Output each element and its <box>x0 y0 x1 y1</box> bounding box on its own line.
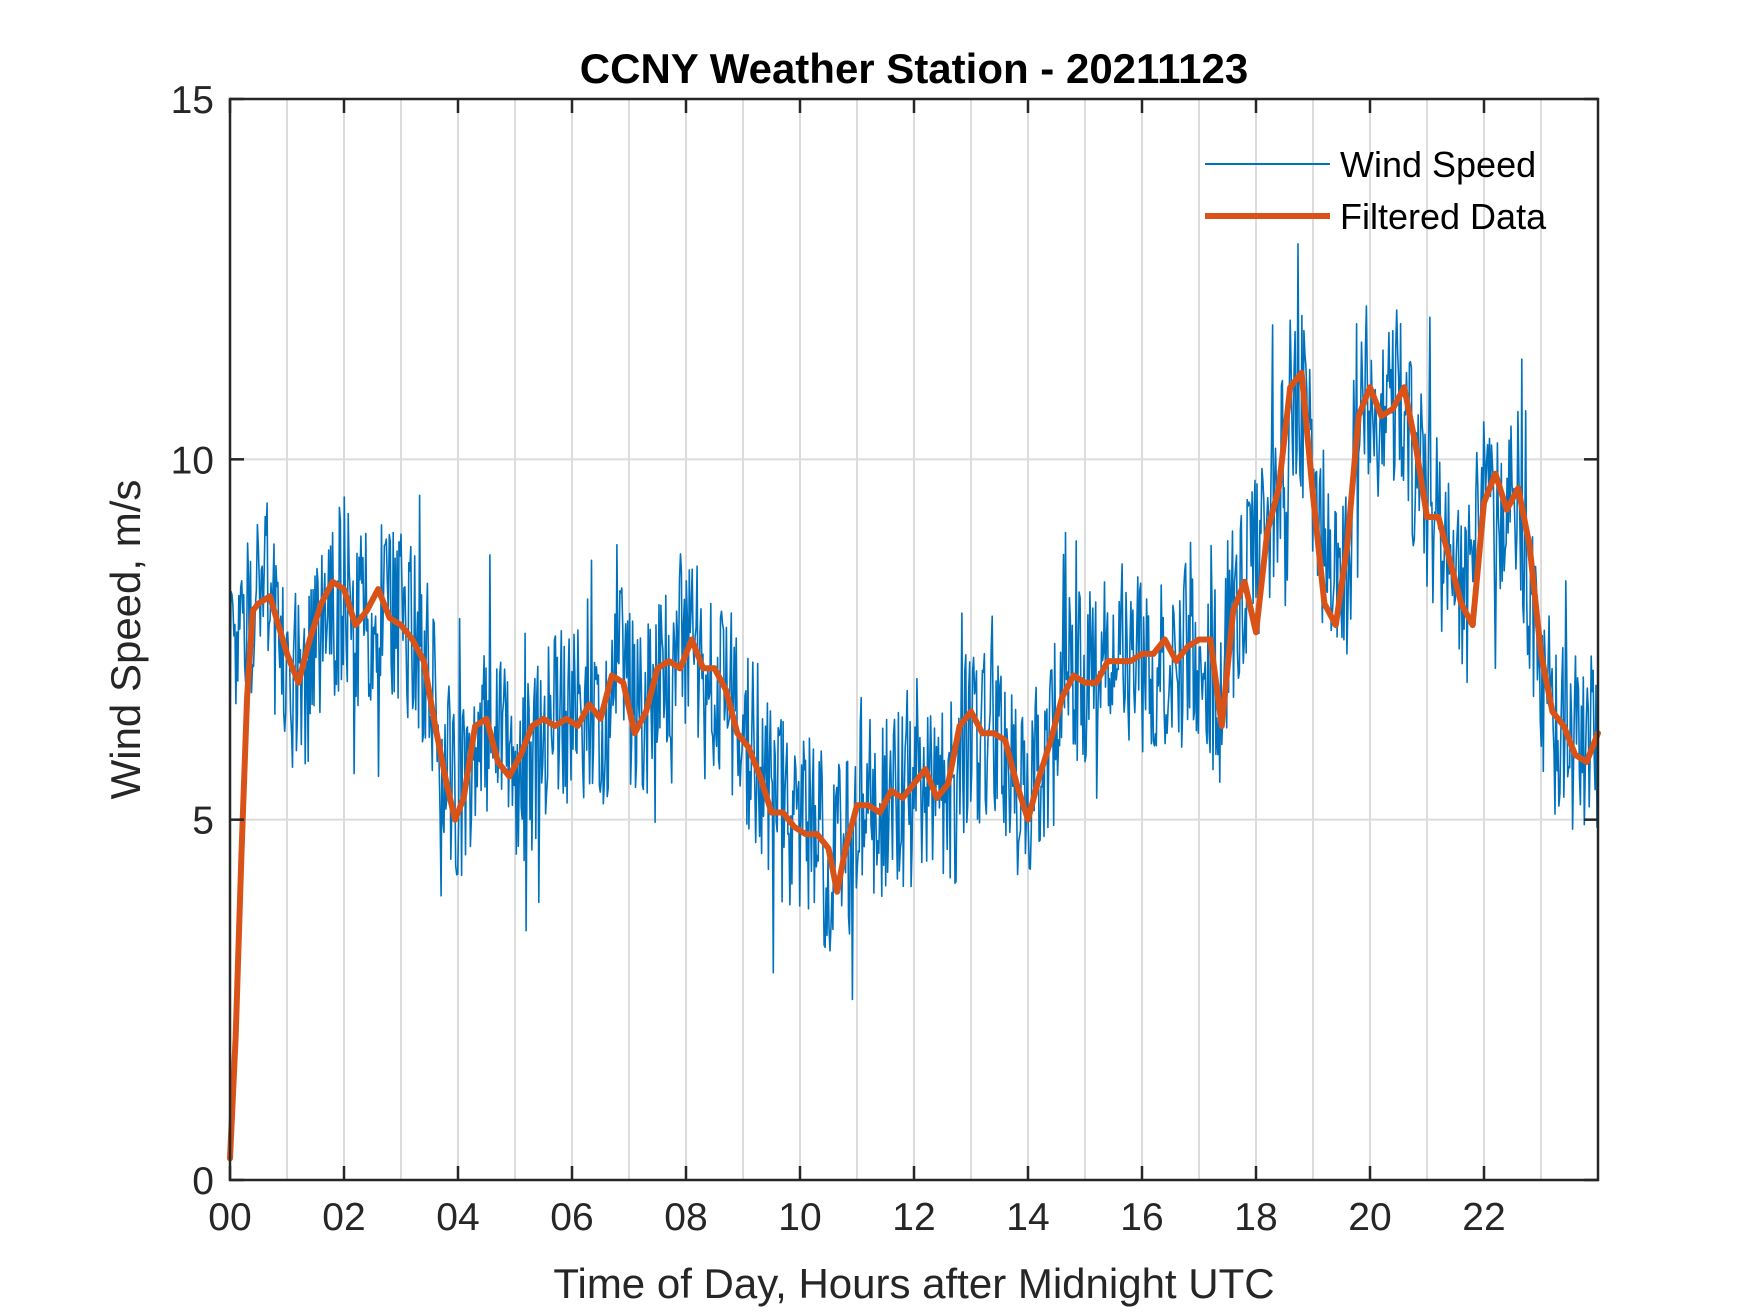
x-tick-label: 00 <box>208 1196 251 1239</box>
x-tick-label: 16 <box>1120 1196 1163 1239</box>
x-tick-label: 18 <box>1234 1196 1277 1239</box>
legend-label-wind-speed: Wind Speed <box>1340 144 1536 185</box>
y-tick-label: 5 <box>192 800 214 843</box>
x-tick-label: 04 <box>436 1196 479 1239</box>
x-tick-label: 22 <box>1462 1196 1505 1239</box>
legend: Wind Speed Filtered Data <box>1205 144 1547 237</box>
x-axis-label: Time of Day, Hours after Midnight UTC <box>553 1260 1274 1307</box>
series-layer <box>227 243 1601 1162</box>
y-tick-label: 10 <box>171 439 214 482</box>
y-tick-label: 15 <box>171 79 214 122</box>
x-tick-label: 20 <box>1348 1196 1391 1239</box>
chart-title: CCNY Weather Station - 20211123 <box>580 45 1248 92</box>
x-tick-label: 02 <box>322 1196 365 1239</box>
x-tick-label: 06 <box>550 1196 593 1239</box>
tick-labels: 00 02 04 06 08 10 12 14 16 18 20 22 0 5 10 15 <box>171 79 1506 1239</box>
y-tick-label: 0 <box>192 1160 214 1203</box>
axes-layer <box>228 97 1600 1182</box>
x-tick-label: 10 <box>778 1196 821 1239</box>
series-line-filtered-data <box>227 369 1601 1162</box>
x-tick-label: 14 <box>1006 1196 1049 1239</box>
y-axis-label: Wind Speed, m/s <box>102 480 149 800</box>
series-line-wind-speed <box>229 243 1599 1001</box>
legend-label-filtered-data: Filtered Data <box>1340 196 1547 237</box>
x-tick-label: 12 <box>892 1196 935 1239</box>
x-tick-label: 08 <box>664 1196 707 1239</box>
